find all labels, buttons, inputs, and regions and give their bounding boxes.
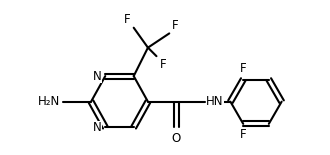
- Text: F: F: [240, 62, 247, 75]
- Text: F: F: [160, 58, 167, 71]
- Text: H₂N: H₂N: [38, 95, 60, 108]
- Text: F: F: [124, 13, 131, 26]
- Text: N: N: [93, 121, 102, 134]
- Text: F: F: [172, 19, 179, 32]
- Text: HN: HN: [206, 95, 224, 108]
- Text: N: N: [93, 70, 102, 83]
- Text: O: O: [172, 132, 181, 145]
- Text: F: F: [240, 128, 247, 141]
